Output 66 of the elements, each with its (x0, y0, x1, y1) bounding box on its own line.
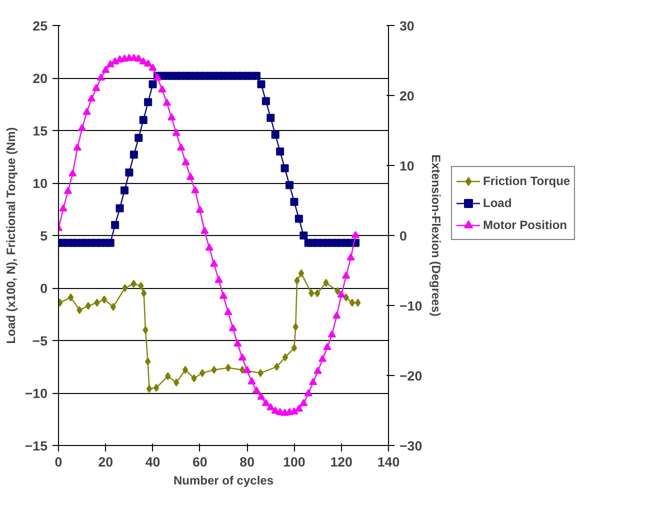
y2-tick-label: 20 (400, 88, 414, 104)
y2-tick-label: 30 (400, 18, 414, 34)
y-tick-label: −10 (24, 386, 48, 401)
point (294, 276, 300, 285)
point (225, 364, 232, 372)
y-tick-label: 15 (32, 124, 48, 138)
y-tick-label: 20 (32, 71, 48, 86)
point (355, 298, 361, 307)
point (334, 287, 340, 296)
point (211, 366, 217, 374)
point (308, 289, 314, 298)
point (110, 302, 116, 311)
point (343, 293, 349, 302)
legend-label: Load (483, 196, 512, 210)
point (145, 358, 151, 366)
point (240, 366, 246, 374)
point (140, 289, 147, 298)
point (292, 322, 298, 331)
y-tick-label: −15 (24, 438, 48, 454)
y2-tick-label: 0 (400, 228, 407, 244)
point (165, 372, 171, 380)
point (258, 369, 264, 378)
y-axis-title: Load (x100, N), Frictional Torque (Nm) (4, 127, 18, 344)
legend-label: Friction Torque (483, 174, 570, 188)
x-tick-label: 0 (54, 454, 62, 470)
point (68, 293, 74, 302)
point (349, 298, 356, 307)
point (298, 269, 304, 278)
point (191, 374, 197, 382)
point (291, 344, 298, 352)
point (153, 384, 160, 392)
point (146, 384, 152, 393)
y-tick-label: −5 (32, 334, 48, 348)
point (101, 296, 108, 304)
point (182, 366, 188, 374)
point (199, 369, 206, 378)
x-tick-label: 80 (240, 454, 254, 470)
legend-label: Motor Position (483, 218, 567, 232)
point (282, 353, 288, 362)
y2-tick-label: −20 (400, 368, 422, 384)
y-tick-label: 0 (40, 281, 48, 296)
point (314, 289, 320, 298)
point (274, 362, 280, 371)
point (174, 378, 180, 386)
y-tick-label: 5 (40, 228, 48, 244)
point (85, 302, 92, 310)
y-tick-label: 25 (32, 18, 48, 34)
x-tick-label: 40 (145, 454, 160, 470)
y-tick-label: 10 (32, 176, 48, 191)
x-tick-label: 120 (330, 454, 352, 470)
y2-tick-label: −10 (400, 298, 422, 314)
y2-tick-label: 10 (400, 158, 414, 174)
point (142, 326, 148, 334)
y2-tick-label: −30 (400, 438, 422, 454)
point (130, 280, 137, 288)
point (138, 282, 144, 290)
point (323, 278, 329, 287)
x-tick-label: 20 (98, 454, 114, 470)
x-tick-label: 140 (377, 454, 400, 470)
point (94, 298, 100, 307)
point (122, 284, 128, 292)
x-tick-label: 100 (283, 454, 306, 470)
y2-axis-title: Extension-Flexion (Degrees) (429, 154, 444, 317)
x-tick-label: 60 (192, 454, 208, 470)
x-axis-title: Number of cycles (173, 474, 274, 488)
point (76, 306, 82, 314)
